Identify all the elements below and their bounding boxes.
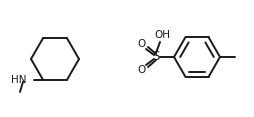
Text: HN: HN [11,75,27,85]
Text: O: O [137,39,145,49]
Text: S: S [152,51,160,64]
Text: OH: OH [154,30,170,40]
Text: O: O [137,65,145,75]
